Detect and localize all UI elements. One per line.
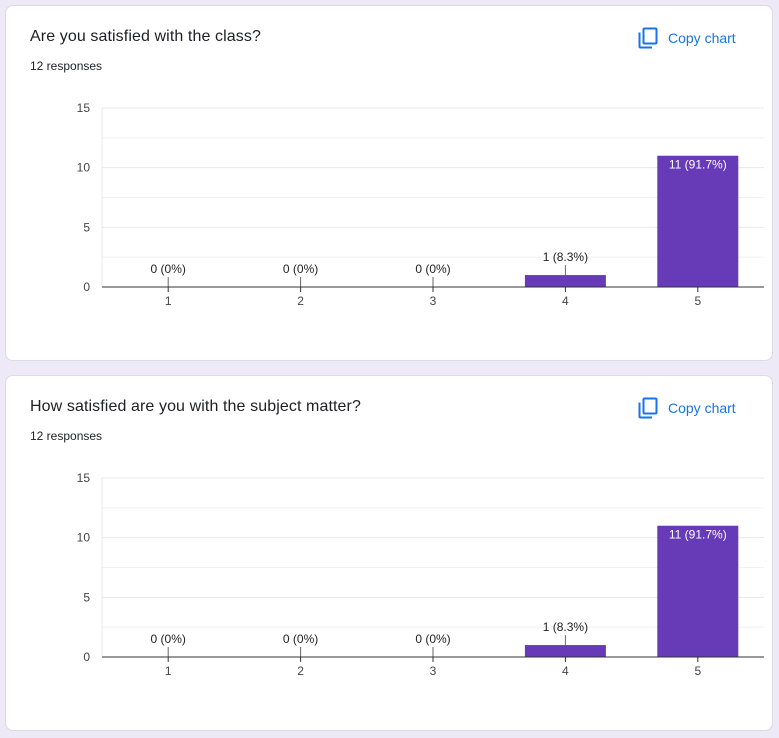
- data-label: 0 (0%): [151, 262, 186, 276]
- x-tick-label: 1: [165, 664, 172, 678]
- x-tick-label: 3: [430, 294, 437, 308]
- response-count: 12 responses: [30, 429, 103, 443]
- bar: [524, 645, 606, 657]
- data-label: 1 (8.3%): [543, 250, 588, 264]
- bar-chart: 0 5 10 15 1 0 (0%) 2 0 (0%) 3 0 (0%) 4 1 (8.3%) 5 11 …: [77, 471, 764, 678]
- chart-card-2: How satisfied are you with the subject m…: [5, 375, 773, 731]
- data-label: 11 (91.7%): [669, 158, 727, 172]
- x-tick-label: 5: [694, 664, 701, 678]
- x-tick-label: 2: [297, 294, 304, 308]
- response-count: 12 responses: [30, 59, 103, 73]
- copy-icon: [638, 397, 658, 419]
- data-label: 11 (91.7%): [669, 528, 727, 542]
- copy-icon: [638, 27, 658, 49]
- copy-chart-button[interactable]: Copy chart: [638, 394, 736, 422]
- x-tick-label: 5: [694, 294, 701, 308]
- y-tick-label: 0: [83, 280, 90, 294]
- y-tick-label: 15: [77, 471, 91, 485]
- x-tick-label: 4: [562, 664, 569, 678]
- bar: [657, 525, 739, 657]
- data-label: 1 (8.3%): [543, 620, 588, 634]
- data-label: 0 (0%): [151, 632, 186, 646]
- y-tick-label: 10: [77, 161, 91, 175]
- bar-chart: 0 5 10 15 1 0 (0%) 2 0 (0%) 3 0 (0%) 4 1 (8.3%) 5 11 …: [77, 101, 764, 308]
- data-label: 0 (0%): [283, 262, 318, 276]
- y-tick-label: 10: [77, 531, 91, 545]
- y-tick-label: 5: [83, 220, 90, 234]
- y-tick-label: 15: [77, 101, 91, 115]
- x-tick-label: 3: [430, 664, 437, 678]
- data-label: 0 (0%): [415, 262, 450, 276]
- bar: [524, 275, 606, 287]
- copy-chart-button[interactable]: Copy chart: [638, 24, 736, 52]
- y-tick-label: 5: [83, 590, 90, 604]
- question-title: How satisfied are you with the subject m…: [30, 398, 361, 415]
- question-title: Are you satisfied with the class?: [30, 28, 261, 45]
- bar: [657, 155, 739, 287]
- data-label: 0 (0%): [415, 632, 450, 646]
- x-tick-label: 1: [165, 294, 172, 308]
- y-tick-label: 0: [83, 650, 90, 664]
- x-tick-label: 2: [297, 664, 304, 678]
- chart-card-1: Are you satisfied with the class? 12 res…: [5, 5, 773, 361]
- x-tick-label: 4: [562, 294, 569, 308]
- copy-chart-label: Copy chart: [668, 30, 736, 46]
- data-label: 0 (0%): [283, 632, 318, 646]
- copy-chart-label: Copy chart: [668, 400, 736, 416]
